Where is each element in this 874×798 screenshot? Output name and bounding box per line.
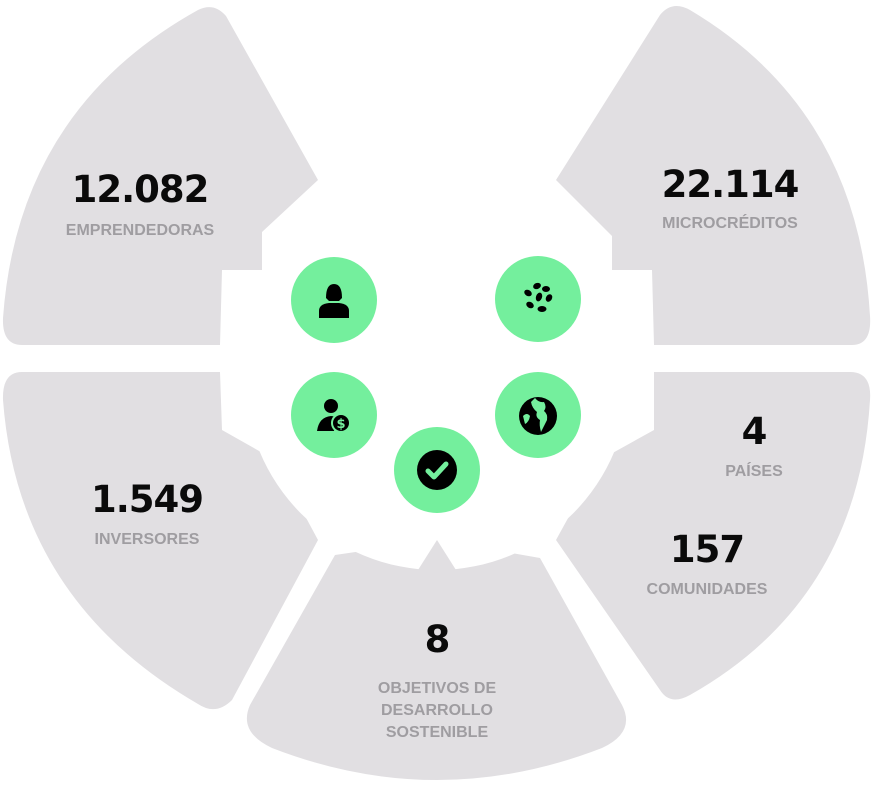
- globe-icon: [495, 372, 581, 458]
- panel-emprendedoras: [2, 7, 318, 345]
- stat-value: 12.082: [71, 168, 210, 211]
- stat-label: OBJETIVOS DE DESARROLLO SOSTENIBLE: [378, 678, 496, 744]
- stat-value: 4: [741, 410, 768, 453]
- svg-text:$: $: [336, 417, 345, 432]
- label-line: DESARROLLO: [381, 702, 493, 719]
- stat-label: INVERSORES: [94, 531, 200, 548]
- label-line: OBJETIVOS DE: [377, 680, 497, 697]
- check-circle-icon: [394, 427, 480, 513]
- stat-label: PAÍSES: [725, 463, 783, 480]
- panel-ods: [246, 540, 627, 780]
- label-line: SOSTENIBLE: [385, 724, 489, 741]
- stat-value: 8: [424, 618, 451, 661]
- stat-value: 22.114: [661, 163, 800, 206]
- woman-user-icon: [291, 257, 377, 343]
- stat-value: 1.549: [90, 478, 204, 521]
- stat-value: 157: [669, 528, 745, 571]
- seeds-icon: [495, 256, 581, 342]
- stat-label: COMUNIDADES: [646, 581, 768, 598]
- stat-label: MICROCRÉDITOS: [662, 215, 798, 232]
- panel-microcreditos: [556, 6, 871, 345]
- panel-inversores: [2, 372, 318, 710]
- stat-label: EMPRENDEDORAS: [65, 222, 215, 239]
- investor-dollar-icon: $: [291, 372, 377, 458]
- panel-paises-comunidades: [556, 372, 871, 700]
